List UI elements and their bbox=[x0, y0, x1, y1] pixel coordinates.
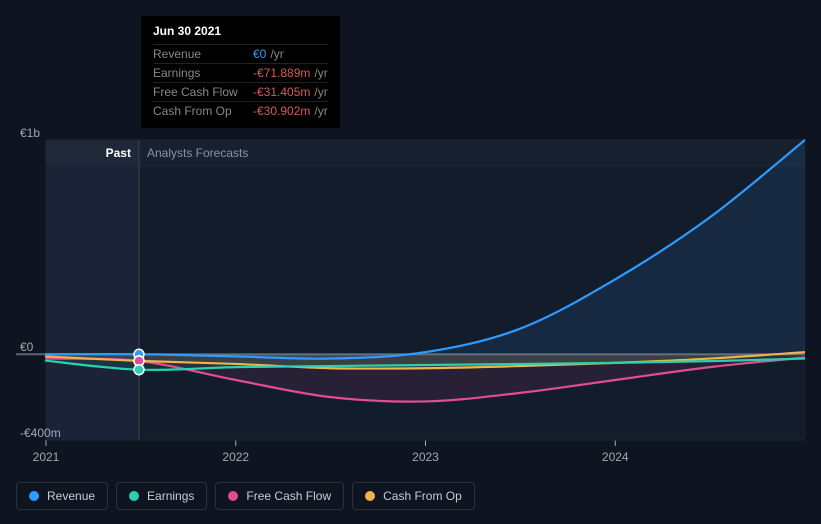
x-axis-labels: 2021 2022 2023 2024 bbox=[16, 450, 805, 470]
x-axis-tick-label: 2022 bbox=[222, 450, 249, 464]
y-axis-zero-label: €0 bbox=[20, 340, 33, 354]
legend-dot-icon bbox=[129, 491, 139, 501]
tooltip-row: Earnings-€71.889m/yr bbox=[153, 63, 328, 82]
tooltip-metric-label: Cash From Op bbox=[153, 104, 253, 118]
tooltip-metric-value: -€71.889m bbox=[253, 66, 310, 80]
y-axis-max-label: €1b bbox=[20, 126, 40, 140]
tooltip-metric-label: Revenue bbox=[153, 47, 253, 61]
forecast-region-label: Analysts Forecasts bbox=[139, 140, 256, 166]
legend-item-cfo[interactable]: Cash From Op bbox=[352, 482, 475, 510]
legend-label: Free Cash Flow bbox=[246, 489, 331, 503]
x-axis-tick-label: 2021 bbox=[33, 450, 60, 464]
chart-tooltip: Jun 30 2021 Revenue€0/yrEarnings-€71.889… bbox=[141, 16, 340, 128]
tooltip-metric-label: Free Cash Flow bbox=[153, 85, 253, 99]
legend-label: Revenue bbox=[47, 489, 95, 503]
tooltip-metric-unit: /yr bbox=[314, 66, 327, 80]
legend-item-revenue[interactable]: Revenue bbox=[16, 482, 108, 510]
legend-dot-icon bbox=[365, 491, 375, 501]
chart-container: €1b Past Analysts Forecasts €0 -€400m 20… bbox=[16, 120, 805, 465]
tooltip-metric-unit: /yr bbox=[314, 85, 327, 99]
chart-legend: Revenue Earnings Free Cash Flow Cash From O… bbox=[16, 482, 475, 510]
earnings-forecast-chart[interactable] bbox=[16, 120, 805, 465]
x-axis-tick-label: 2024 bbox=[602, 450, 629, 464]
legend-label: Cash From Op bbox=[383, 489, 462, 503]
legend-dot-icon bbox=[228, 491, 238, 501]
x-axis-tick-label: 2023 bbox=[412, 450, 439, 464]
tooltip-row: Revenue€0/yr bbox=[153, 44, 328, 63]
tooltip-metric-label: Earnings bbox=[153, 66, 253, 80]
legend-item-earnings[interactable]: Earnings bbox=[116, 482, 207, 510]
y-axis-min-label: -€400m bbox=[20, 426, 61, 440]
tooltip-date: Jun 30 2021 bbox=[153, 24, 328, 38]
tooltip-metric-value: €0 bbox=[253, 47, 266, 61]
tooltip-metric-unit: /yr bbox=[270, 47, 283, 61]
tooltip-metric-value: -€31.405m bbox=[253, 85, 310, 99]
tooltip-metric-unit: /yr bbox=[314, 104, 327, 118]
legend-dot-icon bbox=[29, 491, 39, 501]
tooltip-row: Free Cash Flow-€31.405m/yr bbox=[153, 82, 328, 101]
legend-label: Earnings bbox=[147, 489, 194, 503]
legend-item-fcf[interactable]: Free Cash Flow bbox=[215, 482, 344, 510]
tooltip-row: Cash From Op-€30.902m/yr bbox=[153, 101, 328, 120]
tooltip-metric-value: -€30.902m bbox=[253, 104, 310, 118]
past-region-label: Past bbox=[46, 140, 139, 166]
